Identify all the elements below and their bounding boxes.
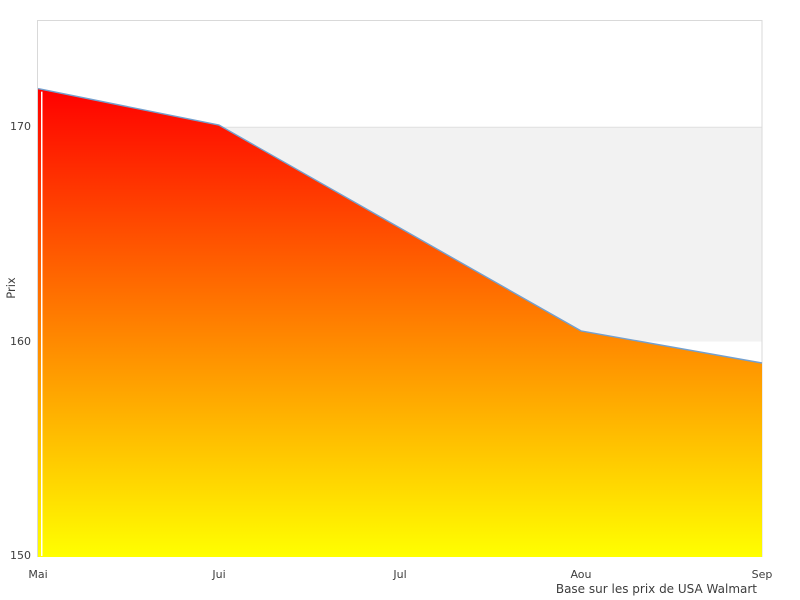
x-tick-label-mai: Mai <box>28 568 48 581</box>
y-tick-label-160: 160 <box>10 335 31 348</box>
y-axis-title: Prix <box>4 277 18 299</box>
x-tick-label-jul: Jul <box>393 568 407 581</box>
x-tick-label-sep: Sep <box>751 568 773 581</box>
price-area <box>38 88 762 557</box>
source-note: Base sur les prix de USA Walmart <box>555 582 757 596</box>
price-line <box>37 87 763 364</box>
x-tick-label-jui: Jui <box>212 568 226 581</box>
y-tick-label-150: 150 <box>10 549 31 562</box>
x-tick-label-aou: Aou <box>570 568 592 581</box>
y-tick-label-170: 170 <box>10 120 31 133</box>
